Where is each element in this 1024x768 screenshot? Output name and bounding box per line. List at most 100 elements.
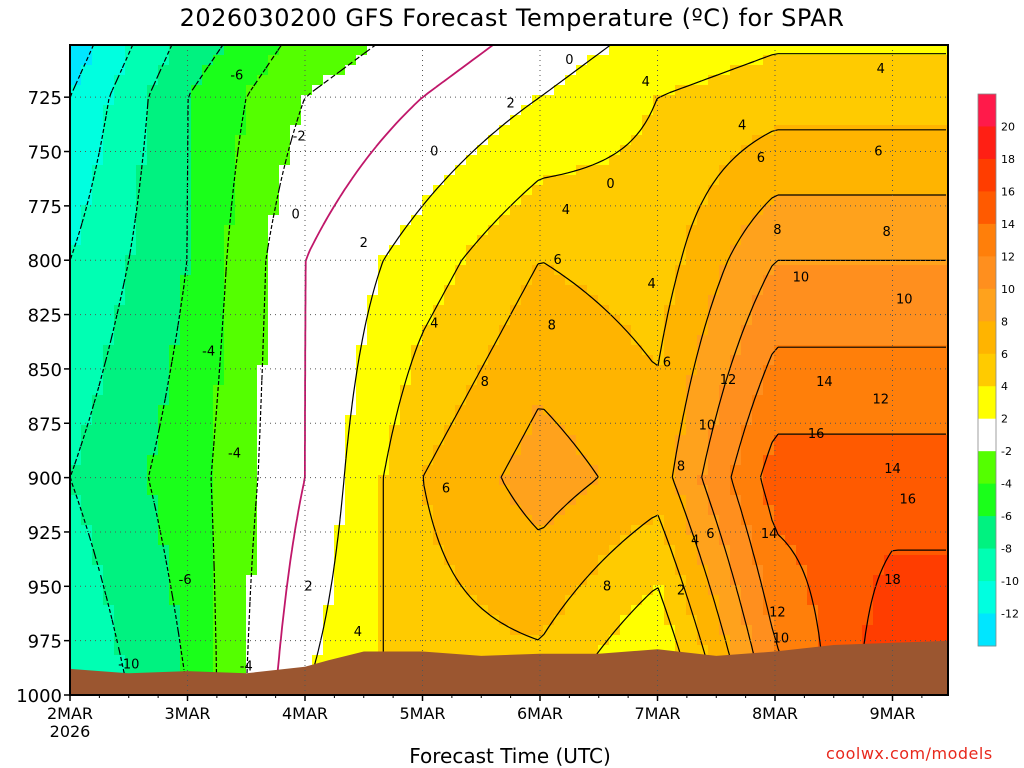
temperature-cell bbox=[532, 605, 544, 616]
temperature-cell bbox=[411, 495, 423, 506]
temperature-cell bbox=[664, 275, 676, 286]
temperature-cell bbox=[147, 155, 159, 166]
temperature-cell bbox=[785, 325, 797, 336]
temperature-cell bbox=[103, 275, 115, 286]
temperature-cell bbox=[488, 145, 500, 156]
temperature-cell bbox=[246, 85, 258, 96]
temperature-cell bbox=[862, 75, 874, 86]
temperature-cell bbox=[169, 175, 181, 186]
temperature-cell bbox=[543, 345, 555, 356]
temperature-cell bbox=[224, 395, 236, 406]
temperature-cell bbox=[81, 655, 93, 666]
temperature-cell bbox=[147, 205, 159, 216]
temperature-cell bbox=[191, 455, 203, 466]
temperature-cell bbox=[301, 535, 313, 546]
temperature-cell bbox=[367, 215, 379, 226]
temperature-cell bbox=[796, 195, 808, 206]
temperature-cell bbox=[356, 145, 368, 156]
temperature-cell bbox=[774, 615, 786, 626]
temperature-cell bbox=[477, 335, 489, 346]
temperature-cell bbox=[92, 225, 104, 236]
temperature-cell bbox=[125, 55, 137, 66]
temperature-cell bbox=[125, 385, 137, 396]
temperature-cell bbox=[180, 545, 192, 556]
temperature-cell bbox=[730, 625, 742, 636]
temperature-cell bbox=[653, 305, 665, 316]
temperature-cell bbox=[510, 55, 522, 66]
temperature-cell bbox=[290, 585, 302, 596]
temperature-cell bbox=[774, 345, 786, 356]
temperature-cell bbox=[213, 475, 225, 486]
temperature-cell bbox=[807, 215, 819, 226]
temperature-cell bbox=[730, 105, 742, 116]
temperature-cell bbox=[81, 525, 93, 536]
temperature-cell bbox=[103, 135, 115, 146]
temperature-cell bbox=[895, 285, 907, 296]
temperature-cell bbox=[180, 45, 192, 56]
temperature-cell bbox=[631, 615, 643, 626]
temperature-cell bbox=[796, 635, 808, 646]
temperature-cell bbox=[114, 575, 126, 586]
temperature-cell bbox=[851, 615, 863, 626]
temperature-cell bbox=[763, 85, 775, 96]
temperature-cell bbox=[169, 185, 181, 196]
temperature-cell bbox=[818, 425, 830, 436]
temperature-cell bbox=[301, 65, 313, 76]
temperature-cell bbox=[697, 435, 709, 446]
temperature-cell bbox=[268, 155, 280, 166]
temperature-cell bbox=[246, 495, 258, 506]
temperature-cell bbox=[796, 275, 808, 286]
temperature-cell bbox=[686, 485, 698, 496]
temperature-cell bbox=[631, 105, 643, 116]
temperature-cell bbox=[389, 185, 401, 196]
temperature-cell bbox=[818, 295, 830, 306]
temperature-cell bbox=[224, 265, 236, 276]
temperature-cell bbox=[202, 355, 214, 366]
temperature-cell bbox=[708, 155, 720, 166]
temperature-cell bbox=[191, 65, 203, 76]
temperature-cell bbox=[301, 245, 313, 256]
temperature-cell bbox=[477, 315, 489, 326]
temperature-cell bbox=[356, 55, 368, 66]
temperature-cell bbox=[433, 425, 445, 436]
temperature-cell bbox=[741, 615, 753, 626]
temperature-cell bbox=[477, 515, 489, 526]
temperature-cell bbox=[312, 255, 324, 266]
temperature-cell bbox=[147, 395, 159, 406]
temperature-cell bbox=[763, 155, 775, 166]
temperature-cell bbox=[664, 455, 676, 466]
temperature-cell bbox=[213, 655, 225, 666]
temperature-cell bbox=[136, 365, 148, 376]
temperature-cell bbox=[620, 435, 632, 446]
temperature-cell bbox=[268, 185, 280, 196]
temperature-cell bbox=[257, 375, 269, 386]
temperature-cell bbox=[796, 75, 808, 86]
temperature-cell bbox=[532, 55, 544, 66]
temperature-cell bbox=[642, 365, 654, 376]
temperature-cell bbox=[631, 215, 643, 226]
temperature-cell bbox=[224, 145, 236, 156]
temperature-cell bbox=[752, 195, 764, 206]
temperature-cell bbox=[741, 75, 753, 86]
temperature-cell bbox=[763, 95, 775, 106]
temperature-cell bbox=[851, 345, 863, 356]
temperature-cell bbox=[191, 485, 203, 496]
temperature-cell bbox=[345, 95, 357, 106]
temperature-cell bbox=[466, 325, 478, 336]
temperature-cell bbox=[543, 285, 555, 296]
temperature-cell bbox=[488, 435, 500, 446]
temperature-cell bbox=[807, 235, 819, 246]
temperature-cell bbox=[697, 55, 709, 66]
temperature-cell bbox=[664, 415, 676, 426]
temperature-cell bbox=[345, 505, 357, 516]
temperature-cell bbox=[477, 105, 489, 116]
temperature-cell bbox=[180, 475, 192, 486]
temperature-cell bbox=[92, 275, 104, 286]
temperature-cell bbox=[301, 505, 313, 516]
temperature-cell bbox=[312, 435, 324, 446]
temperature-cell bbox=[521, 365, 533, 376]
temperature-cell bbox=[444, 415, 456, 426]
temperature-cell bbox=[356, 455, 368, 466]
temperature-cell bbox=[125, 545, 137, 556]
temperature-cell bbox=[752, 525, 764, 536]
